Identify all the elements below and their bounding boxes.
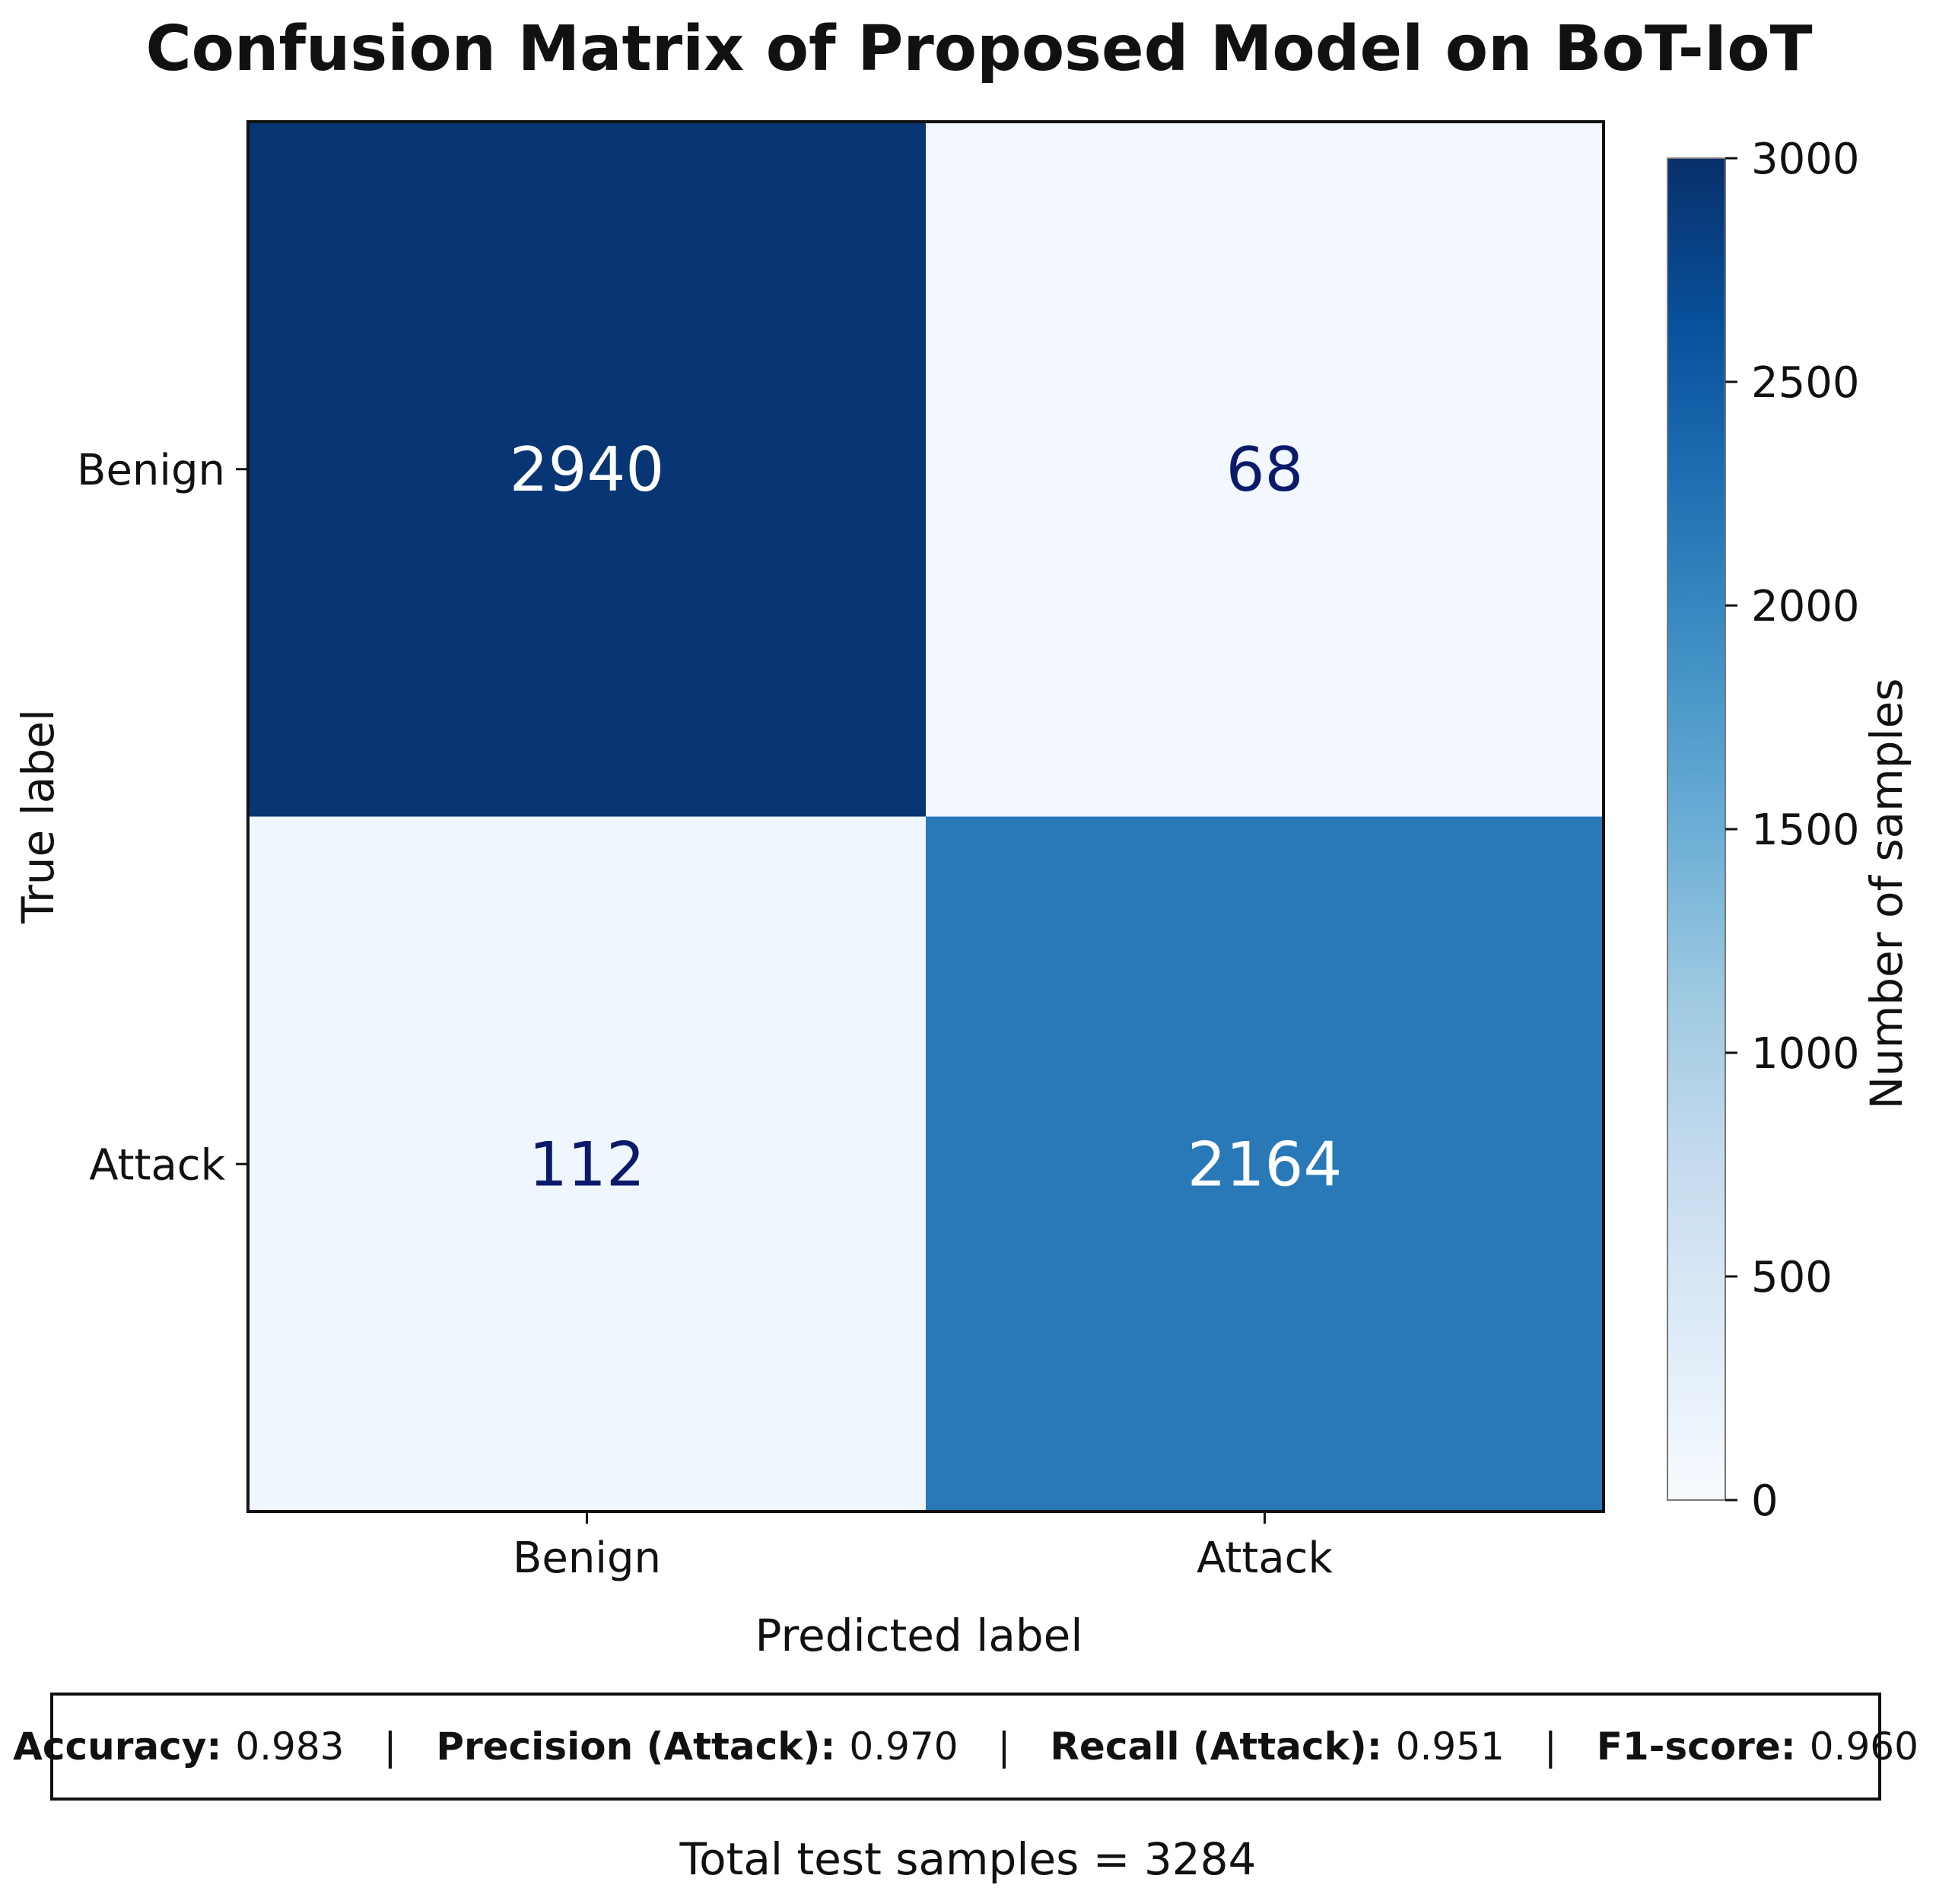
- metric-f1: F1-score: 0.960: [1597, 1724, 1919, 1769]
- colorbar-tick-label: 0: [1751, 1476, 1779, 1526]
- y-axis-ticks: Benign Attack: [77, 446, 248, 1190]
- colorbar-tick-label: 500: [1751, 1253, 1833, 1302]
- metric-name: F1-score:: [1596, 1724, 1796, 1769]
- heatmap-cell: [926, 816, 1604, 1511]
- heatmap-cell: [248, 816, 926, 1511]
- colorbar-tick-label: 2500: [1751, 358, 1860, 408]
- total-samples-footer: Total test samples = 3284: [679, 1833, 1257, 1885]
- metric-value: 0.983: [235, 1724, 345, 1769]
- metric-separator: |: [1543, 1724, 1557, 1769]
- y-tick-label: Benign: [77, 446, 225, 495]
- colorbar: [1667, 157, 1726, 1501]
- x-tick-label: Benign: [513, 1534, 661, 1583]
- colorbar-tick-label: 1000: [1751, 1029, 1860, 1079]
- colorbar-tick-label: 2000: [1751, 582, 1860, 631]
- metric-value: 0.970: [849, 1724, 958, 1769]
- metric-accuracy: Accuracy: 0.983: [13, 1724, 344, 1769]
- cell-value-label: 112: [529, 1129, 645, 1200]
- cell-value-label: 2164: [1187, 1129, 1343, 1200]
- colorbar-tick-label: 3000: [1751, 135, 1860, 184]
- plot-frame: [246, 120, 1605, 1513]
- metric-name: Recall (Attack):: [1050, 1724, 1382, 1769]
- x-axis-label: Predicted label: [755, 1610, 1083, 1661]
- x-tick-label: Attack: [1197, 1534, 1333, 1583]
- heatmap-cells: [248, 122, 1604, 1511]
- heatmap-cell: [926, 122, 1604, 817]
- metric-recall: Recall (Attack): 0.951: [1050, 1724, 1504, 1769]
- chart-title: Confusion Matrix of Proposed Model on Bo…: [145, 13, 1812, 85]
- metric-value: 0.960: [1809, 1724, 1919, 1769]
- y-tick-label: Attack: [89, 1140, 225, 1190]
- cell-value-label: 68: [1226, 434, 1304, 505]
- cell-value-label: 2940: [510, 434, 665, 505]
- heatmap-cell-labels: 2940 68 112 2164: [510, 434, 1343, 1200]
- metric-value: 0.951: [1395, 1724, 1505, 1769]
- metric-name: Precision (Attack):: [436, 1724, 836, 1769]
- metric-separator: |: [997, 1724, 1011, 1769]
- metric-name: Accuracy:: [13, 1724, 222, 1769]
- heatmap-cell: [248, 122, 926, 817]
- metrics-summary-box: Accuracy: 0.983 | Precision (Attack): 0.…: [13, 1693, 1919, 1801]
- colorbar-label: Number of samples: [1861, 679, 1912, 1110]
- colorbar-ticks: 0 500 1000 1500 2000 2500 3000: [1725, 135, 1860, 1526]
- y-axis-label: True label: [12, 709, 64, 924]
- colorbar-tick-label: 1500: [1751, 806, 1860, 855]
- x-axis-ticks: Benign Attack: [513, 1511, 1333, 1583]
- metric-precision: Precision (Attack): 0.970: [436, 1724, 958, 1769]
- metric-separator: |: [383, 1724, 397, 1769]
